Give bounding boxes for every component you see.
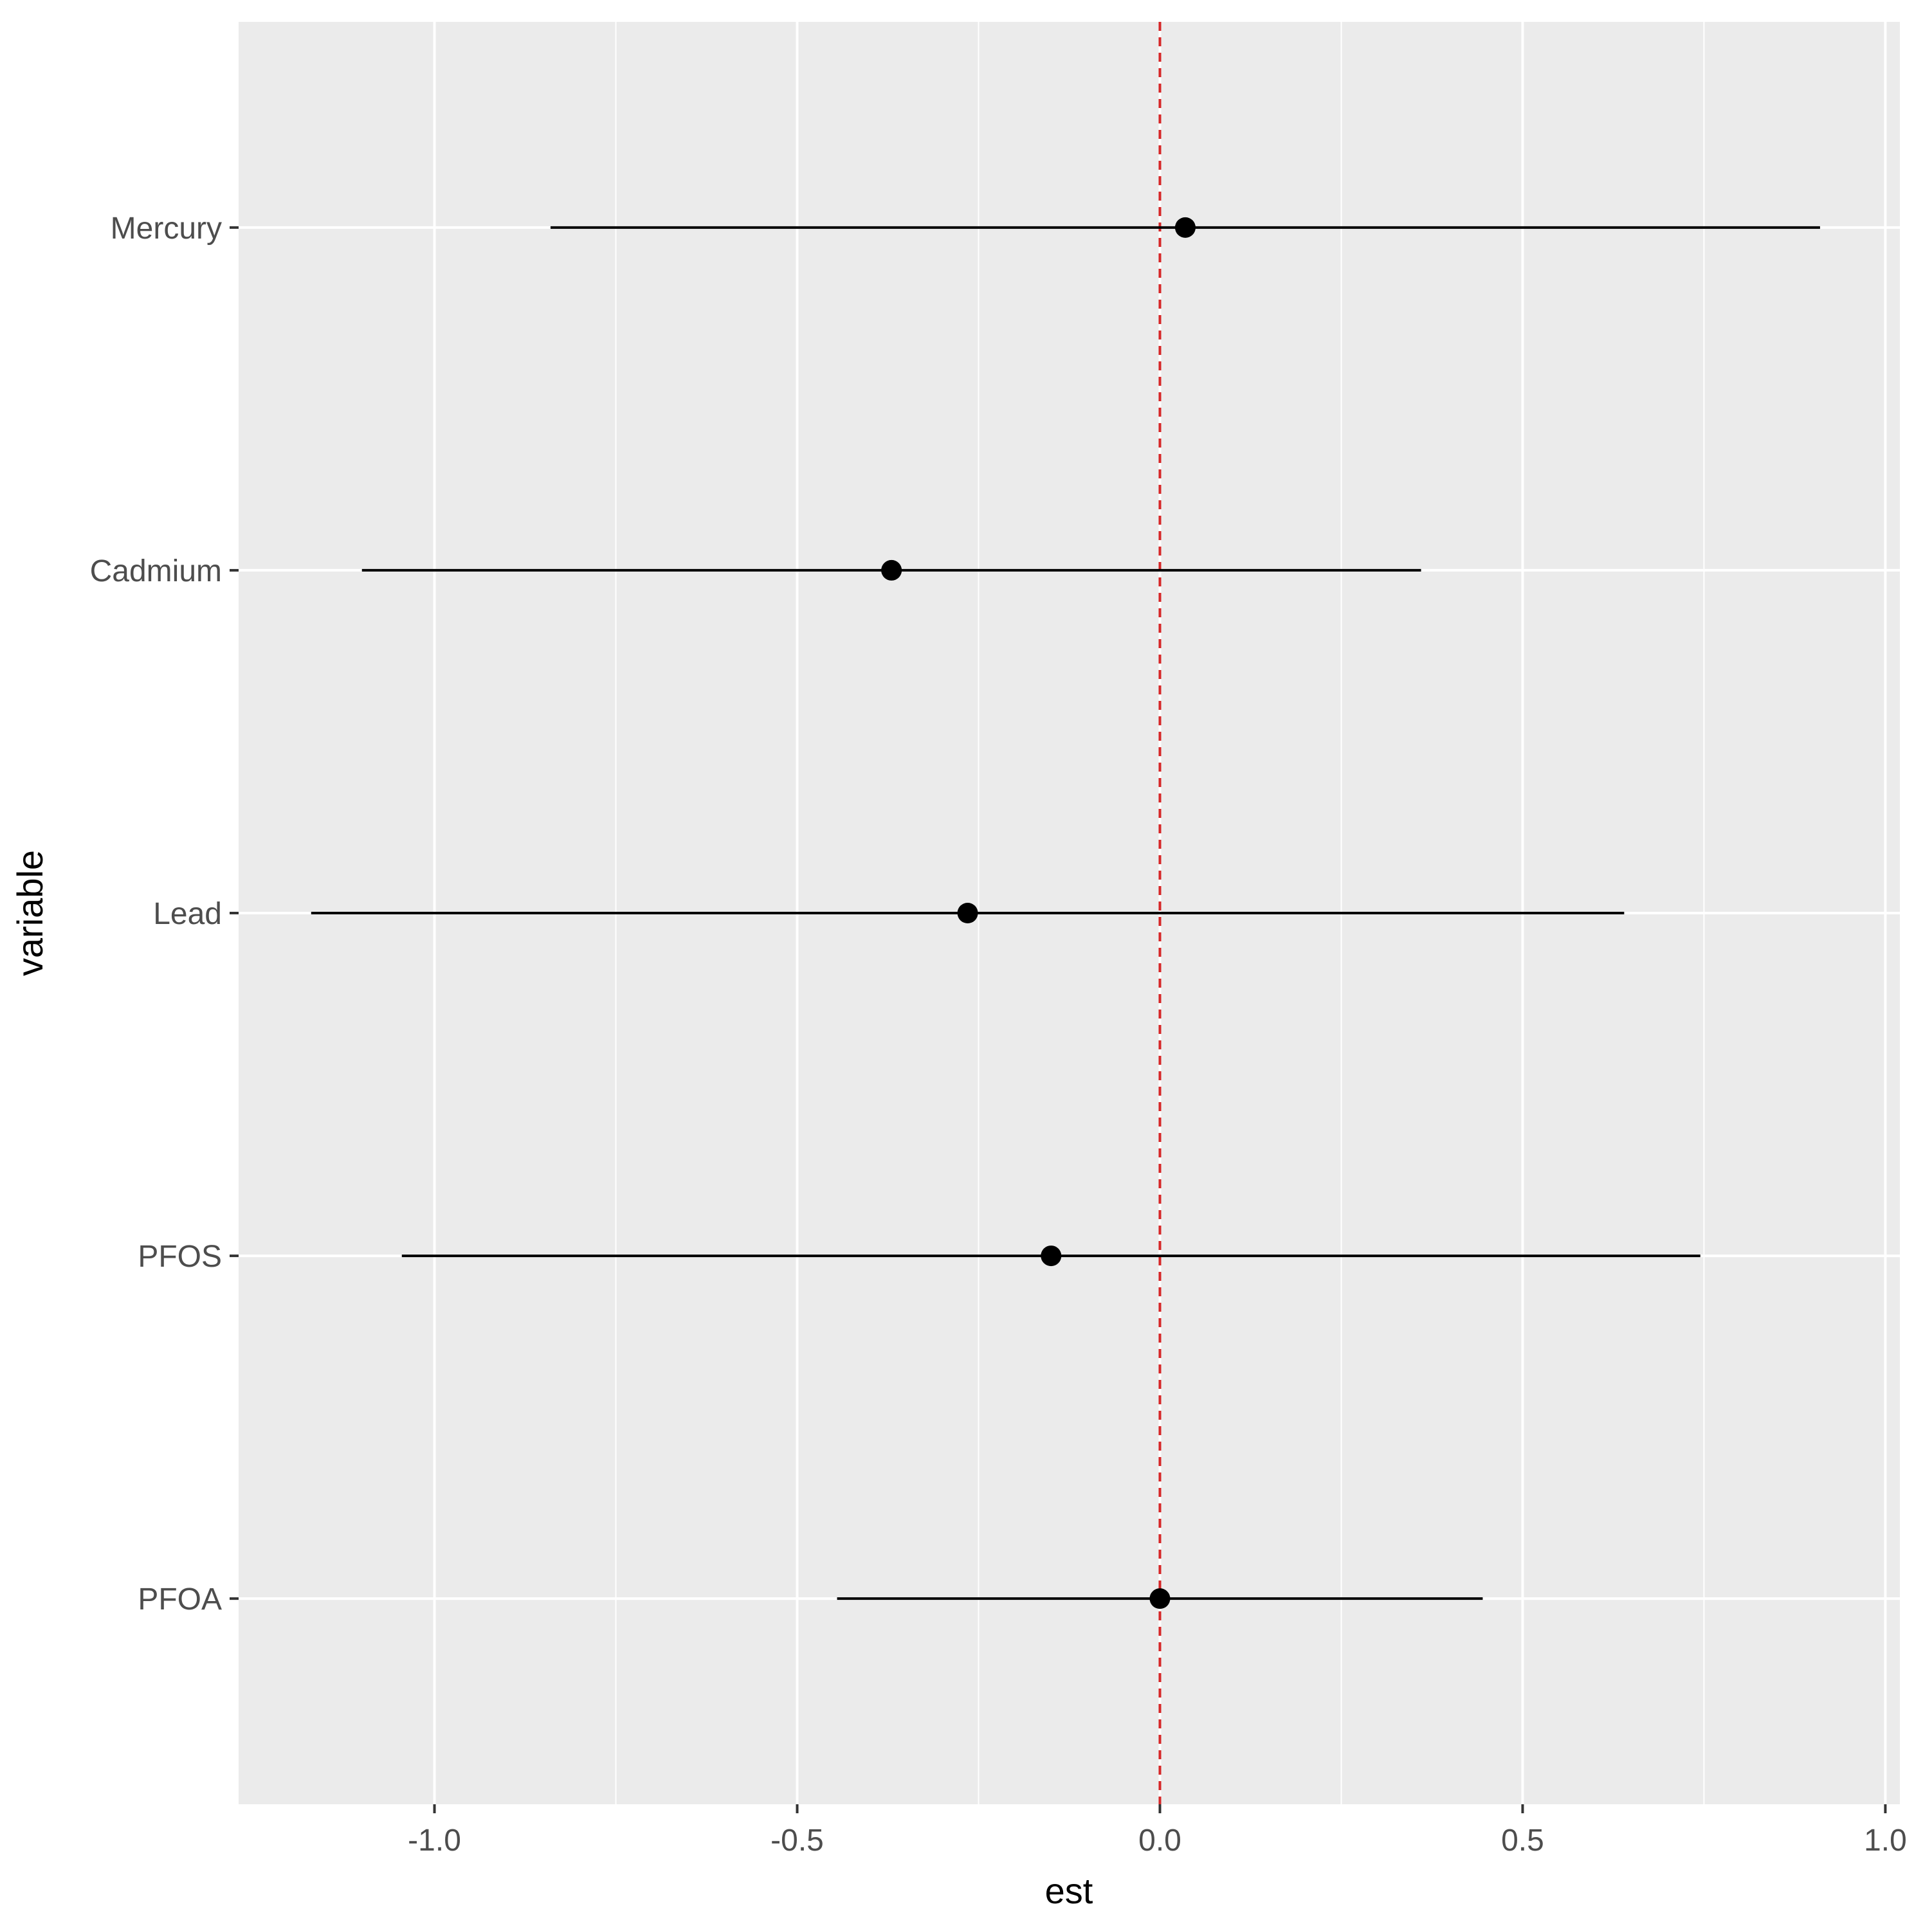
x-axis-title: est [1045,1870,1093,1911]
x-tick-label: 0.5 [1501,1824,1544,1858]
y-tick-label: PFOS [138,1240,222,1274]
point-cadmium [881,559,902,581]
point-pfoa [1149,1588,1171,1609]
y-tick-label: PFOA [138,1582,222,1617]
x-tick-label: 1.0 [1864,1824,1907,1858]
y-axis-title: variable [10,850,50,976]
y-axis: Mercury Cadmium Lead PFOS PFOA [90,212,239,1617]
point-lead [957,903,978,923]
x-tick-label: -0.5 [770,1824,824,1858]
y-tick-label: Cadmium [90,554,222,588]
y-tick-label: Mercury [111,212,222,246]
point-mercury [1174,217,1196,238]
data-marks [311,217,1820,1609]
x-tick-label: -1.0 [408,1824,461,1858]
y-tick-label: Lead [153,897,222,931]
point-pfos [1041,1245,1062,1267]
x-axis: -1.0 -0.5 0.0 0.5 1.0 [408,1804,1907,1858]
x-tick-label: 0.0 [1138,1824,1181,1858]
